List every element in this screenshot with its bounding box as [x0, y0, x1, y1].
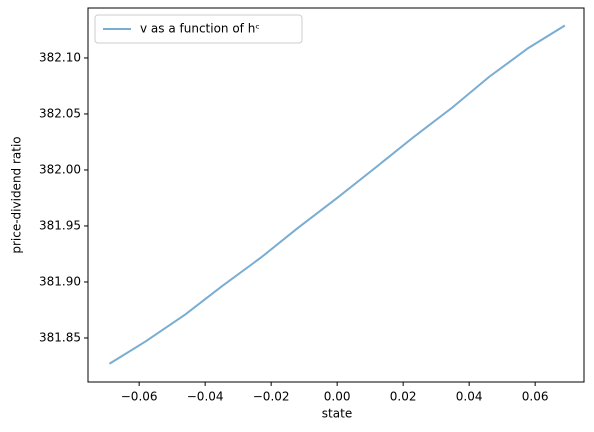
plot-frame	[87, 7, 585, 383]
x-axis-label: state	[322, 407, 352, 421]
x-tick-label: −0.06	[121, 390, 158, 404]
x-tick-label: 0.06	[522, 390, 549, 404]
x-tick-label: 0.02	[390, 390, 417, 404]
y-axis-label: price-dividend ratio	[10, 136, 24, 253]
legend-box	[94, 14, 303, 44]
x-tick-label: −0.04	[187, 390, 224, 404]
legend-label: v as a function of hᶜ	[140, 22, 260, 36]
x-tick-label: −0.02	[253, 390, 290, 404]
line-series	[108, 24, 566, 365]
x-tick-label: 0.04	[456, 390, 483, 404]
y-tick-label: 382.10	[39, 50, 81, 64]
y-tick-label: 382.05	[39, 106, 81, 120]
y-tick-label: 381.95	[39, 218, 81, 232]
x-tick-label: 0.00	[324, 390, 351, 404]
y-tick-label: 381.85	[39, 330, 81, 344]
y-tick-label: 382.00	[39, 162, 81, 176]
y-tick-label: 381.90	[39, 274, 81, 288]
